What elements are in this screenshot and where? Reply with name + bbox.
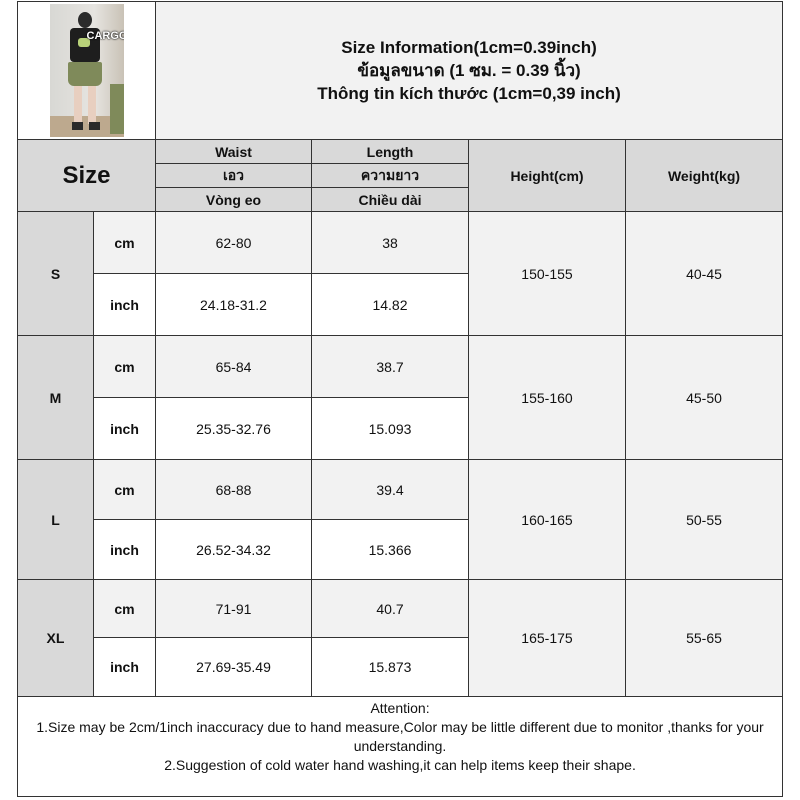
height-value: 160-165 bbox=[468, 459, 626, 580]
height-value: 155-160 bbox=[468, 335, 626, 460]
waist-header-en: Waist bbox=[155, 139, 312, 164]
weight-value: 45-50 bbox=[624, 335, 784, 460]
photo-label: CARGO bbox=[86, 30, 124, 42]
unit-inch: inch bbox=[93, 637, 156, 697]
length-cm: 38.7 bbox=[311, 335, 469, 398]
waist-header-vi: Vòng eo bbox=[155, 187, 312, 212]
title-thai: ข้อมูลขนาด (1 ซม. = 0.39 นิ้ว) bbox=[357, 61, 581, 80]
weight-value: 40-45 bbox=[624, 211, 784, 336]
unit-cm: cm bbox=[93, 579, 156, 638]
attention-heading: Attention: bbox=[370, 700, 430, 716]
waist-header-th: เอว bbox=[155, 163, 312, 188]
length-inch: 15.093 bbox=[311, 397, 469, 460]
height-header: Height(cm) bbox=[468, 139, 626, 212]
height-value: 150-155 bbox=[468, 211, 626, 336]
unit-inch: inch bbox=[93, 273, 156, 336]
waist-cm: 62-80 bbox=[155, 211, 312, 274]
weight-value: 55-65 bbox=[624, 579, 784, 697]
length-inch: 14.82 bbox=[311, 273, 469, 336]
unit-cm: cm bbox=[93, 459, 156, 520]
title-vietnamese: Thông tin kích thước (1cm=0,39 inch) bbox=[317, 84, 621, 103]
length-cm: 39.4 bbox=[311, 459, 469, 520]
length-inch: 15.873 bbox=[311, 637, 469, 697]
weight-header: Weight(kg) bbox=[624, 139, 784, 212]
title-english: Size Information(1cm=0.39inch) bbox=[341, 38, 597, 57]
unit-inch: inch bbox=[93, 519, 156, 580]
size-info-title: Size Information(1cm=0.39inch) ข้อมูลขนา… bbox=[154, 1, 784, 140]
waist-cm: 68-88 bbox=[155, 459, 312, 520]
size-header: Size bbox=[17, 139, 156, 212]
waist-inch: 27.69-35.49 bbox=[155, 637, 312, 697]
unit-inch: inch bbox=[93, 397, 156, 460]
product-photo: CARGO bbox=[49, 4, 124, 137]
waist-cm: 65-84 bbox=[155, 335, 312, 398]
length-inch: 15.366 bbox=[311, 519, 469, 580]
size-label: S bbox=[17, 211, 94, 336]
length-header-th: ความยาว bbox=[311, 163, 469, 188]
waist-inch: 25.35-32.76 bbox=[155, 397, 312, 460]
size-label: L bbox=[17, 459, 94, 580]
product-photo-cell: CARGO bbox=[17, 1, 156, 140]
length-header-en: Length bbox=[311, 139, 469, 164]
attention-line-2: 2.Suggestion of cold water hand washing,… bbox=[164, 757, 636, 773]
waist-inch: 26.52-34.32 bbox=[155, 519, 312, 580]
unit-cm: cm bbox=[93, 335, 156, 398]
length-cm: 40.7 bbox=[311, 579, 469, 638]
attention-note: Attention: 1.Size may be 2cm/1inch inacc… bbox=[16, 696, 784, 797]
length-header-vi: Chiều dài bbox=[311, 187, 469, 212]
attention-line-1: 1.Size may be 2cm/1inch inaccuracy due t… bbox=[36, 719, 764, 754]
size-label: M bbox=[17, 335, 94, 460]
size-chart-table: CARGO Size Information(1cm=0.39inch) ข้อ… bbox=[16, 1, 784, 797]
unit-cm: cm bbox=[93, 211, 156, 274]
waist-inch: 24.18-31.2 bbox=[155, 273, 312, 336]
waist-cm: 71-91 bbox=[155, 579, 312, 638]
weight-value: 50-55 bbox=[624, 459, 784, 580]
length-cm: 38 bbox=[311, 211, 469, 274]
height-value: 165-175 bbox=[468, 579, 626, 697]
size-label: XL bbox=[17, 579, 94, 697]
